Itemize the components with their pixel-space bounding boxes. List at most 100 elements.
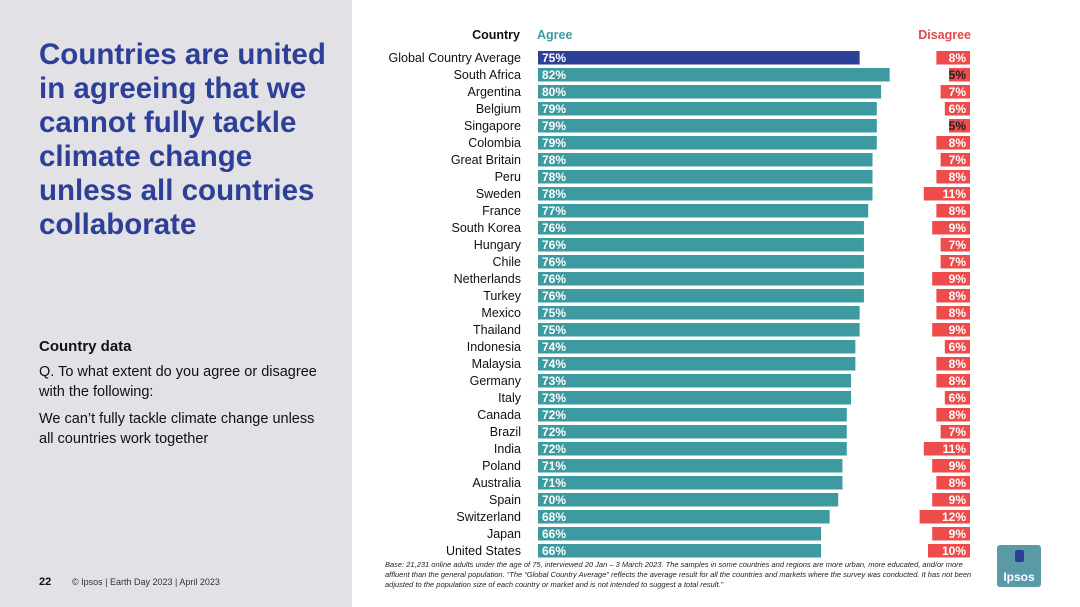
disagree-value-label: 8% [949,204,967,218]
disagree-value-label: 10% [942,544,966,558]
agree-bar [538,204,869,218]
country-label: Canada [477,408,521,422]
disagree-value-label: 6% [949,391,967,405]
disagree-bar [940,85,970,99]
agree-bar [538,272,864,286]
disagree-value-label: 7% [949,85,967,99]
disagree-bar [936,408,970,422]
country-label: Poland [482,459,521,473]
country-label: Spain [489,493,521,507]
agree-bar [538,544,822,558]
country-label: Netherlands [454,272,521,286]
disagree-value-label: 7% [949,238,967,252]
agree-value-label: 74% [542,357,566,371]
agree-bar [538,119,877,133]
agree-value-label: 72% [542,425,566,439]
country-label: United States [446,544,521,558]
disagree-value-label: 9% [949,493,967,507]
agree-bar [538,153,873,167]
disagree-value-label: 11% [943,442,967,456]
agree-value-label: 79% [542,102,566,116]
agree-value-label: 76% [542,238,566,252]
country-label: Malaysia [472,357,521,371]
disagree-bar [932,323,970,337]
disagree-value-label: 9% [949,527,967,541]
country-label: Peru [495,170,521,184]
disagree-bar [940,238,970,252]
disagree-value-label: 12% [942,510,966,524]
agree-bar [538,476,843,490]
disagree-bar [932,221,970,235]
logo-text: Ipsos [1003,570,1035,584]
country-label: Mexico [481,306,521,320]
agree-value-label: 71% [542,476,566,490]
agree-value-label: 66% [542,544,566,558]
survey-question: Q. To what extent do you agree or disagr… [39,364,317,400]
country-label: Brazil [490,425,521,439]
country-label: Belgium [476,102,521,116]
page-number: 22 [39,576,52,588]
agree-disagree-bar-chart: Country Agree Disagree Global Country Av… [389,28,972,558]
agree-value-label: 73% [542,374,566,388]
agree-bar [538,136,877,150]
agree-bar [538,187,873,201]
agree-value-label: 76% [542,289,566,303]
agree-value-label: 70% [542,493,566,507]
agree-value-label: 78% [542,170,566,184]
agree-bar [538,442,847,456]
disagree-bar [936,51,970,65]
agree-bar [538,391,852,405]
agree-bar [538,493,839,507]
agree-bar [538,374,852,388]
agree-value-label: 77% [542,204,566,218]
agree-value-label: 76% [542,272,566,286]
disagree-bar [936,170,970,184]
disagree-bar [944,391,970,405]
agree-bar [538,357,856,371]
agree-value-label: 75% [542,51,566,65]
country-label: Japan [487,527,521,541]
agree-value-label: 75% [542,323,566,337]
disagree-value-label: 7% [949,153,967,167]
disagree-bar [928,544,970,558]
agree-value-label: 78% [542,187,566,201]
left-panel [0,0,352,607]
logo-mark-icon [1015,550,1024,562]
agree-bar [538,170,873,184]
agree-value-label: 66% [542,527,566,541]
column-header-disagree: Disagree [918,28,971,42]
disagree-bar [949,119,970,133]
agree-value-label: 79% [542,119,566,133]
base-note: Base: 21,231 online adults under the age… [385,560,972,589]
disagree-value-label: 8% [949,136,967,150]
disagree-value-label: 8% [949,51,967,65]
agree-value-label: 80% [542,85,566,99]
country-label: South Korea [452,221,522,235]
disagree-value-label: 9% [949,323,967,337]
disagree-bar [932,272,970,286]
agree-value-label: 73% [542,391,566,405]
agree-bar [538,323,860,337]
country-label: Great Britain [451,153,521,167]
agree-bar [538,459,843,473]
agree-bar [538,85,882,99]
disagree-bar [940,425,970,439]
agree-value-label: 79% [542,136,566,150]
disagree-bar [932,493,970,507]
country-label: Turkey [483,289,521,303]
agree-bar [538,425,847,439]
country-label: Global Country Average [389,51,522,65]
agree-bar [538,527,822,541]
disagree-value-label: 7% [949,255,967,269]
agree-bar [538,51,860,65]
disagree-bar [932,459,970,473]
disagree-bar [944,340,970,354]
agree-bar [538,306,860,320]
agree-value-label: 72% [542,442,566,456]
agree-bar [538,408,847,422]
disagree-value-label: 8% [949,476,967,490]
disagree-bar [923,442,970,456]
disagree-value-label: 8% [949,357,967,371]
disagree-bar [923,187,970,201]
disagree-bar [949,68,970,82]
